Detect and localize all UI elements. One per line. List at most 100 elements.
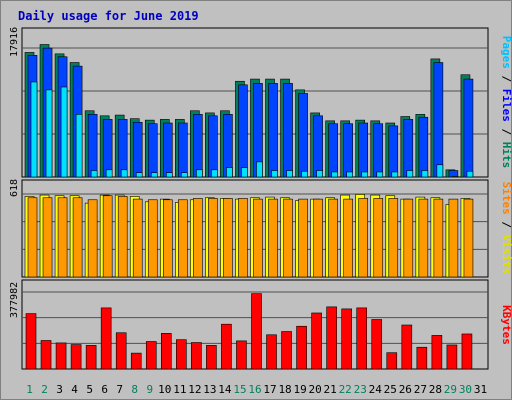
bar-pages-day-11 [181,172,188,178]
bar-pages-day-29 [451,175,459,178]
bar-kbytes-day-11 [176,339,187,370]
bar-sites-day-15 [238,198,248,278]
bar-sites-day-11 [178,199,188,278]
x-tick-day-28: 28 [429,383,442,396]
bar-kbytes-day-6 [100,307,112,370]
bar-sites-day-2 [42,197,53,278]
bar-kbytes-day-4 [70,344,82,370]
bar-sites-day-27 [418,198,429,278]
bar-files-day-20 [313,115,323,178]
x-tick-day-12: 12 [188,383,201,396]
bar-kbytes-day-19 [296,325,307,370]
bar-files-day-23 [358,122,369,178]
ymax-label-hits: 17916 [9,27,20,57]
bar-sites-day-14 [223,198,233,278]
bar-kbytes-day-30 [461,333,473,370]
legend-visits-sites: Sites / Visits [500,182,512,275]
bar-kbytes-day-22 [341,308,352,370]
bar-sites-day-29 [448,198,459,278]
bar-sites-day-17 [268,198,278,278]
bar-pages-day-8 [135,172,143,178]
x-tick-day-16: 16 [248,383,261,396]
x-tick-day-26: 26 [399,383,412,396]
bar-pages-day-25 [391,171,399,178]
bar-pages-day-12 [196,169,203,178]
bar-pages-day-17 [271,170,278,178]
bar-sites-day-3 [57,197,68,278]
bar-kbytes-day-28 [431,335,443,370]
bar-kbytes-day-29 [446,344,458,370]
bar-kbytes-day-27 [416,346,428,370]
bar-files-day-15 [238,84,248,178]
bar-sites-day-13 [208,198,218,278]
x-tick-day-25: 25 [384,383,397,396]
bars-visits-sites [24,194,474,278]
bar-sites-day-8 [132,198,143,278]
bar-kbytes-day-5 [85,345,97,370]
bar-sites-day-16 [253,198,263,278]
bar-pages-day-27 [421,170,429,178]
bar-pages-day-9 [150,172,158,178]
bar-kbytes-day-14 [221,323,232,370]
bar-sites-day-22 [343,198,353,278]
panel-kbytes: 377982 KBytes [9,279,512,370]
x-tick-day-1: 1 [26,383,33,396]
bar-files-day-26 [403,119,414,178]
bar-files-day-7 [117,119,128,178]
panel-visits-sites: 618 Sites / Visits [9,179,512,278]
bar-sites-day-1 [27,197,38,278]
x-tick-day-21: 21 [324,383,337,396]
x-tick-day-27: 27 [414,383,427,396]
bar-kbytes-day-10 [160,333,172,370]
bar-sites-day-4 [72,197,83,278]
bar-pages-day-20 [316,170,323,178]
bar-pages-day-13 [211,169,218,178]
bar-sites-day-7 [117,196,128,278]
bar-kbytes-day-24 [371,319,383,370]
bar-sites-day-9 [147,199,158,278]
bar-pages-day-18 [286,170,293,178]
x-tick-day-9: 9 [146,383,153,396]
bar-files-day-11 [178,122,188,178]
legend-separator: / [500,69,512,89]
bar-sites-day-28 [433,198,444,278]
bar-kbytes-day-16 [251,293,262,370]
legend-entry-pages: Pages [500,36,512,69]
bar-kbytes-day-23 [356,307,368,370]
bar-kbytes-day-17 [266,334,277,370]
bar-sites-day-18 [283,198,293,278]
bars-kbytes [25,293,473,370]
bar-kbytes-day-21 [326,306,337,370]
bar-pages-day-15 [241,167,248,178]
bar-sites-day-5 [87,199,98,278]
x-tick-day-29: 29 [444,383,457,396]
legend-entry-visits: Visits [500,235,512,275]
legend-visits-sites: Sites / Visits [500,182,512,275]
x-axis-day-labels: 1 2 3 4 5 6 7 8 9 10 11 12 13 14 15 16 17 18 19 20 21 22 23 24 2… [26,383,487,396]
bar-files-day-25 [388,125,399,178]
bar-pages-day-10 [165,172,173,178]
bar-kbytes-day-18 [281,331,292,370]
bar-files-day-10 [162,122,173,178]
bar-pages-day-3 [60,86,68,178]
bar-pages-day-4 [75,114,83,178]
bar-files-day-21 [328,123,338,178]
bar-files-day-27 [418,116,429,178]
bar-sites-day-20 [313,198,323,278]
bar-files-day-30 [463,78,474,178]
bar-kbytes-day-7 [115,332,127,370]
bar-kbytes-day-26 [401,324,413,370]
bar-files-day-8 [132,121,143,178]
bar-files-day-5 [87,114,98,178]
bar-sites-day-21 [328,198,338,278]
bar-sites-day-12 [193,198,203,278]
bar-kbytes-day-12 [191,342,202,370]
bar-sites-day-23 [358,198,369,278]
bar-pages-day-30 [466,170,474,178]
x-tick-day-8: 8 [131,383,138,396]
x-tick-day-30: 30 [459,383,472,396]
bar-pages-day-5 [90,170,98,178]
bar-pages-day-2 [45,89,53,178]
bar-kbytes-day-3 [55,342,67,370]
